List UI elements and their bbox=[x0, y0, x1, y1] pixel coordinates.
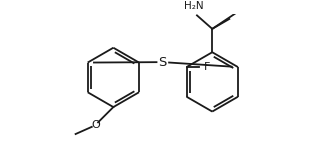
Text: S: S bbox=[159, 56, 167, 69]
Text: H₂N: H₂N bbox=[185, 1, 204, 11]
Text: O: O bbox=[91, 120, 100, 130]
Text: F: F bbox=[204, 62, 210, 72]
